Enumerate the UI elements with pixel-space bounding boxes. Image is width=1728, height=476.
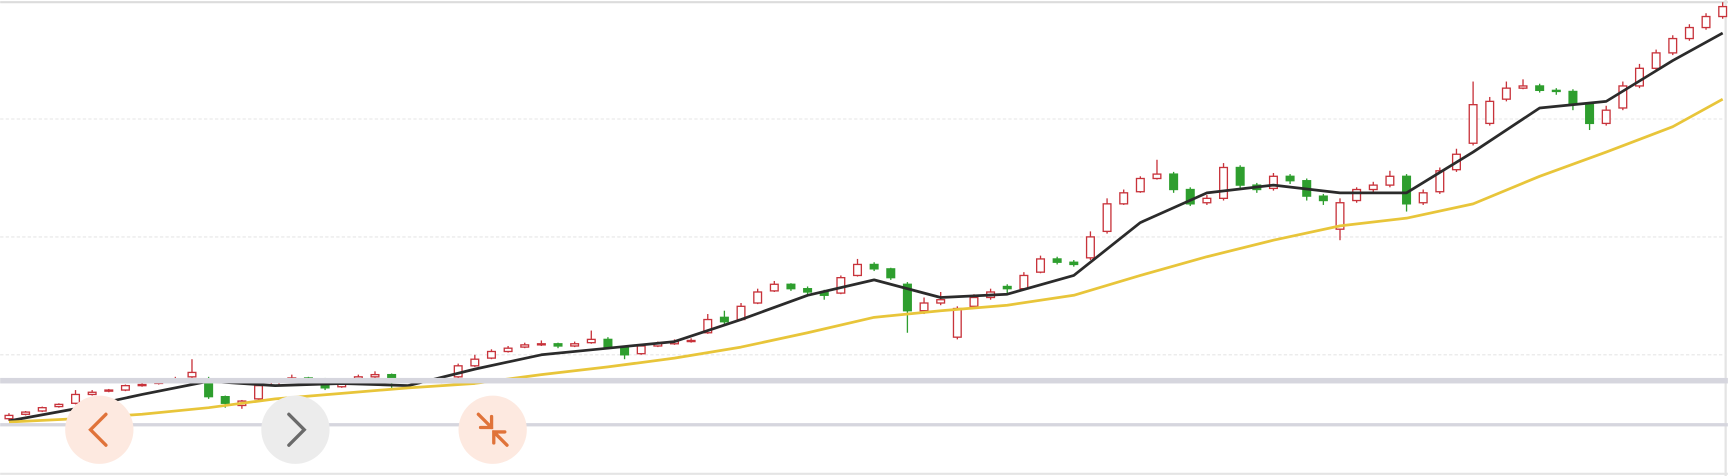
candle-body	[1119, 192, 1129, 205]
candle-body	[1335, 202, 1345, 230]
candle-body	[503, 347, 513, 353]
candle-body	[1501, 87, 1511, 100]
candle-body	[1135, 177, 1145, 193]
candle-body	[1651, 52, 1661, 69]
candle-body	[586, 338, 596, 344]
candle-body	[1601, 109, 1611, 125]
candle-body	[1019, 274, 1029, 290]
candle-body	[852, 263, 863, 277]
candle-body	[620, 346, 630, 356]
candle-body	[1385, 175, 1395, 186]
icon	[476, 412, 509, 447]
candle-body	[1418, 192, 1428, 204]
candle-body	[187, 371, 197, 378]
candle-body	[87, 391, 97, 396]
candle-body	[1485, 100, 1495, 125]
icon	[88, 412, 108, 447]
candle-body	[520, 344, 530, 348]
candle-body	[769, 283, 779, 292]
grid	[0, 118, 1726, 356]
candle-body	[1468, 104, 1478, 144]
candle-body	[1202, 197, 1212, 204]
candle-body	[4, 414, 14, 420]
candle-body	[553, 343, 563, 347]
candle-body	[1285, 175, 1295, 182]
icon	[287, 412, 307, 447]
ma-line	[8, 97, 1724, 424]
candle-body	[536, 343, 546, 346]
candle-body	[902, 283, 912, 312]
candle-body	[1551, 89, 1561, 93]
candle-body	[836, 277, 846, 294]
candle-body	[254, 384, 264, 400]
candle-body	[703, 318, 713, 334]
candle-body	[803, 288, 813, 293]
candle-body	[1568, 90, 1578, 106]
candle-body	[1102, 203, 1112, 233]
candle-body	[1318, 195, 1328, 202]
candle-body	[370, 373, 380, 378]
candle-body	[1535, 85, 1545, 92]
button-bg	[458, 395, 527, 464]
candle-body	[1169, 173, 1179, 191]
candle-body	[719, 316, 729, 323]
candle-body	[120, 384, 130, 391]
candle-body	[1268, 175, 1278, 190]
candle-body	[1585, 104, 1595, 125]
candle-body	[1035, 258, 1046, 273]
candle-body	[952, 307, 962, 338]
candle-body	[1701, 15, 1711, 29]
candle-body	[1002, 285, 1012, 290]
candle-body	[686, 339, 696, 343]
candle-body	[1352, 188, 1362, 202]
candle-body	[753, 291, 763, 304]
candle-body	[886, 268, 896, 279]
candle-body	[1052, 258, 1062, 263]
candle-body	[919, 302, 929, 312]
candle-body	[486, 350, 496, 359]
candle-body	[603, 338, 613, 348]
candle-body	[869, 263, 879, 270]
candle-body	[1668, 37, 1678, 54]
candle-body	[1618, 85, 1628, 109]
ma-lines	[8, 31, 1724, 424]
scroll-bar-top	[0, 377, 1728, 384]
candle-body	[969, 296, 979, 307]
candle-body	[70, 393, 81, 404]
candle-body	[1219, 166, 1229, 199]
button-bg	[65, 395, 134, 464]
prev-button[interactable]	[65, 395, 134, 464]
candle-body	[1235, 166, 1245, 186]
candle-body	[54, 403, 64, 408]
candle-body	[1684, 26, 1694, 40]
candle-body	[936, 299, 946, 304]
next-button[interactable]	[261, 395, 330, 464]
candle-body	[570, 343, 580, 347]
candle-body	[37, 407, 47, 412]
candle-body	[786, 283, 796, 290]
candle-body	[1085, 236, 1095, 259]
candle-body	[1718, 5, 1728, 18]
candle-body	[1069, 261, 1079, 266]
candle-body	[1518, 85, 1528, 89]
candles	[4, 2, 1728, 421]
scroll-bar-bottom	[0, 423, 1728, 427]
candle-body	[470, 358, 480, 367]
button-bg	[261, 395, 330, 464]
candle-body	[137, 383, 147, 387]
candle-body	[1152, 173, 1162, 180]
collapse-button[interactable]	[458, 395, 527, 464]
candle-body	[1368, 184, 1378, 191]
candle-body	[636, 345, 646, 355]
ma-line	[8, 31, 1724, 423]
candle-body	[104, 389, 114, 392]
candle-body	[220, 396, 230, 404]
candle-body	[21, 411, 31, 415]
candle-body	[1435, 170, 1445, 193]
candle-body	[1185, 188, 1195, 205]
